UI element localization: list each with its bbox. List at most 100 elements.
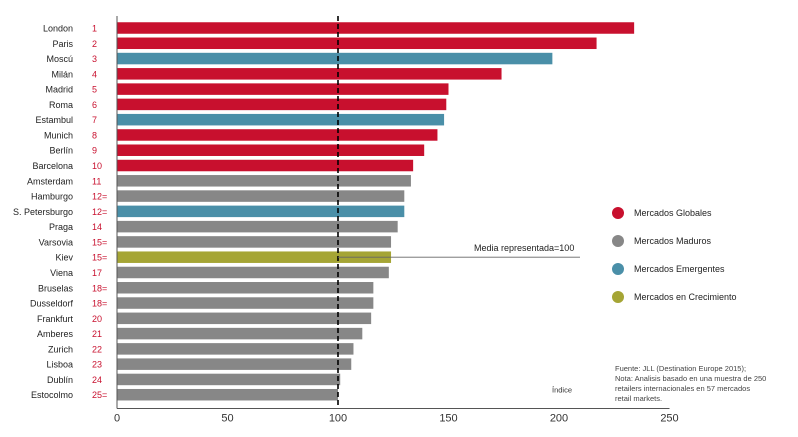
legend-item-mature: Mercados Maduros [612,234,792,247]
rank-label: 25= [92,390,107,400]
rank-labels: 123456789101112=12=1415=15=1718=18=20212… [92,24,107,401]
legend-label: Mercados en Crecimiento [634,291,737,302]
rank-label: 7 [92,115,97,125]
bar [117,113,445,126]
x-tick-label: 100 [329,412,347,424]
bar [117,220,398,233]
rank-label: 3 [92,54,97,64]
bar [117,266,389,279]
city-labels: London Paris Moscú Milán Madrid Roma Estambul M… [13,24,74,401]
city-label: Dusseldorf [30,299,74,309]
city-label: Dublín [47,375,73,385]
rank-label: 14 [92,222,102,232]
rank-label: 17 [92,268,102,278]
x-tick-label: 150 [439,412,457,424]
bar [117,52,553,65]
rank-label: 15= [92,253,107,263]
rank-label: 22 [92,344,102,354]
city-label: Praga [49,222,73,232]
legend-label: Mercados Maduros [634,235,712,246]
bar [117,373,341,386]
x-tick-label: 250 [660,412,678,424]
bar [117,358,352,370]
bar [117,22,635,34]
city-label: S. Petersburgo [13,207,73,217]
city-label: Berlín [49,146,73,156]
x-tick-label: 50 [221,412,233,424]
city-label: Moscú [46,54,73,64]
rank-label: 9 [92,146,97,156]
legend-swatch-emerging [612,262,624,275]
reference-annotation-label: Media representada=100 [474,243,574,253]
rank-label: 10 [92,161,102,171]
rank-label: 8 [92,130,97,140]
city-label: Roma [49,100,73,110]
x-tick-label: 200 [550,412,568,424]
city-label: Bruselas [38,283,74,293]
note-line: retail markets. [615,394,663,403]
rank-label: 21 [92,329,102,339]
bar [117,175,411,187]
x-tick-label: 0 [114,412,120,424]
city-label: Estambul [35,115,73,125]
bar [117,236,392,248]
city-label: Zurich [48,344,73,354]
city-label: Munich [44,130,73,140]
source-line: Fuente: JLL (Destination Europe 2015); [615,364,747,373]
city-label: Madrid [45,85,73,95]
bar [117,282,374,294]
bar [117,68,502,80]
rank-label: 18= [92,299,107,309]
bar [117,312,372,325]
rank-label: 24 [92,375,102,385]
rank-label: 1 [92,24,97,34]
rank-label: 20 [92,314,102,324]
source-note: Fuente: JLL (Destination Europe 2015); N… [615,364,797,404]
bar [117,129,438,141]
rank-label: 6 [92,100,97,110]
legend-swatch-global [612,206,624,219]
legend-item-growth: Mercados en Crecimiento [612,290,792,303]
city-label: Barcelona [32,161,73,171]
legend-swatch-growth [612,290,624,303]
legend: Mercados Globales Mercados Maduros Merca… [612,206,792,318]
legend-label: Mercados Globales [634,207,712,218]
rank-label: 18= [92,283,107,293]
rank-label: 5 [92,85,97,95]
legend-label: Mercados Emergentes [634,263,725,274]
rank-label: 4 [92,69,97,79]
bars-group [117,22,635,401]
rank-label: 11 [92,176,101,186]
bar [117,37,597,50]
bar [117,144,425,156]
bar [117,83,449,95]
city-label: Milán [51,69,73,79]
x-axis-label: Índice [552,386,572,395]
bar [117,98,447,111]
city-label: Viena [50,268,73,278]
city-label: Amsterdam [27,176,73,186]
legend-item-global: Mercados Globales [612,206,792,219]
note-line: Nota: Analisis basado en una muestra de … [615,374,767,383]
city-label: Paris [52,39,73,49]
city-label: Varsovia [39,237,73,247]
city-label: Frankfurt [37,314,74,324]
city-label: Kiev [55,253,73,263]
bar [117,343,354,355]
rank-label: 12= [92,192,107,202]
bar [117,190,405,202]
bar [117,159,414,172]
city-label: Estocolmo [31,390,73,400]
note-line: retailers internacionales en 57 mercados [615,384,751,393]
rank-label: 12= [92,207,107,217]
city-label: Amberes [37,329,74,339]
bar [117,327,363,340]
city-label: London [43,24,73,34]
city-label: Lisboa [46,360,73,370]
x-tick-labels: 0 50 100 150 200 250 [114,412,679,424]
bar [117,251,392,263]
legend-item-emerging: Mercados Emergentes [612,262,792,275]
bar [117,388,338,401]
bar [117,297,374,309]
